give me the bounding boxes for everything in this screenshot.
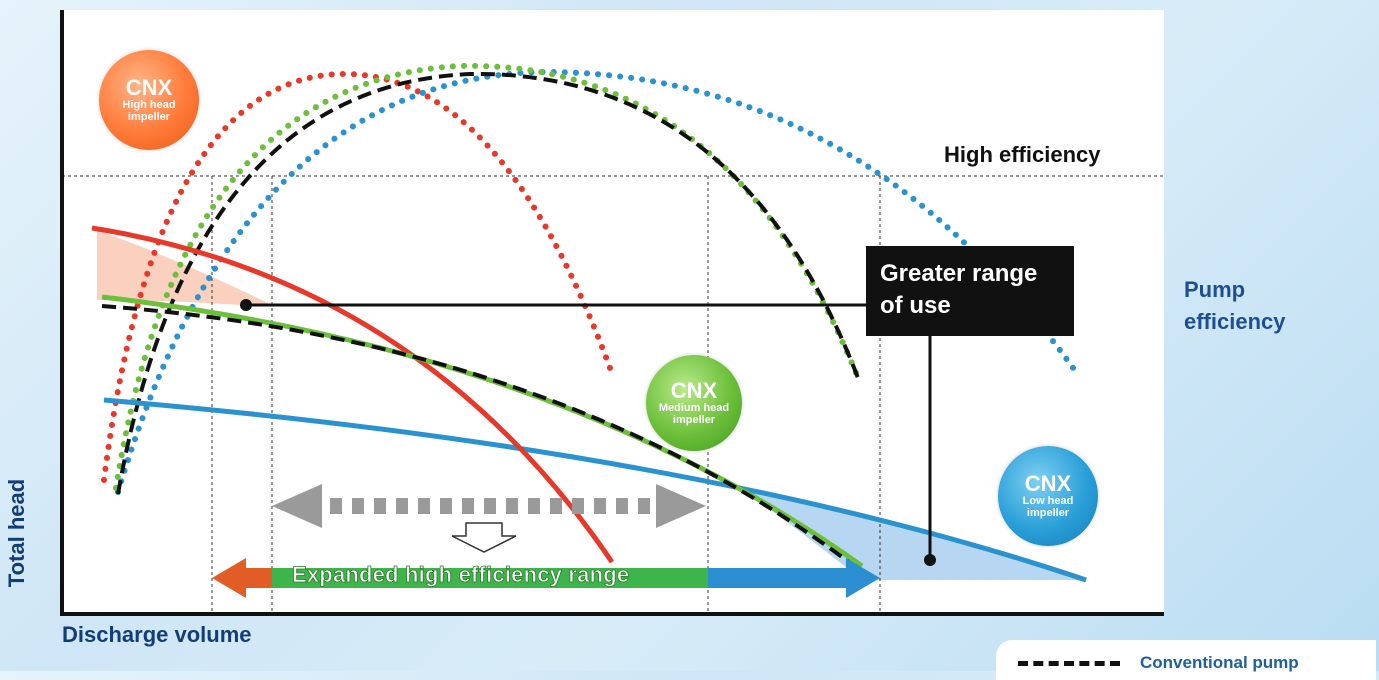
down-arrow-icon	[451, 522, 517, 553]
badge-brand: CNX	[670, 378, 718, 403]
expanded-range-orange-arrow	[212, 558, 272, 598]
conventional-head-curve	[101, 304, 864, 574]
expanded-range-blue-arrow	[708, 558, 880, 598]
pump-efficiency-label-line1: Pump	[1184, 277, 1246, 302]
x-axis-label: Discharge volume	[62, 622, 252, 647]
cnx-high-head-badge: CNX High head impeller	[99, 50, 199, 150]
high-efficiency-label: High efficiency	[944, 142, 1101, 167]
greater-range-callout: Greater range of use	[866, 246, 1074, 336]
conventional-range-arrow-right-head	[656, 484, 706, 528]
pump-efficiency-label-line2: efficiency	[1184, 309, 1286, 334]
badge-brand: CNX	[125, 75, 173, 100]
expanded-range-green-bar	[272, 568, 708, 588]
badge-line1: Medium head	[658, 402, 730, 414]
low-head-curve	[103, 397, 1087, 583]
conventional-range-arrow-left-head	[272, 484, 322, 528]
callout-dot-left	[240, 299, 252, 311]
high-head-extra-region	[97, 230, 272, 305]
expanded-range-label: Expanded high efficiency range	[292, 562, 630, 588]
low-head-extra-region	[738, 487, 1082, 580]
badge-line1: Low head	[1022, 495, 1074, 507]
greater-range-callout-line2: of use	[880, 292, 951, 319]
badge-line2: impeller	[127, 111, 171, 123]
badge-line2: impeller	[672, 414, 716, 426]
pump-efficiency-label: Pump efficiency	[1184, 274, 1286, 338]
cnx-medium-head-badge: CNX Medium head impeller	[646, 355, 742, 451]
conventional-pump-legend-label: Conventional pump	[1140, 653, 1299, 672]
high-head-efficiency-curve	[101, 70, 613, 483]
cnx-low-head-badge: CNX Low head impeller	[998, 446, 1098, 546]
y-axis-label: Total head	[4, 478, 29, 588]
greater-range-callout-line1: Greater range	[880, 260, 1038, 287]
badge-line1: High head	[122, 99, 176, 111]
legend: Conventional pump	[996, 640, 1376, 680]
conventional-pump-legend-swatch	[1018, 660, 1120, 666]
conventional-efficiency-curve	[116, 71, 860, 495]
high-head-curve	[91, 225, 615, 564]
badge-brand: CNX	[1024, 471, 1072, 496]
callout-dot-right	[924, 554, 936, 566]
badge-line2: impeller	[1026, 507, 1070, 519]
